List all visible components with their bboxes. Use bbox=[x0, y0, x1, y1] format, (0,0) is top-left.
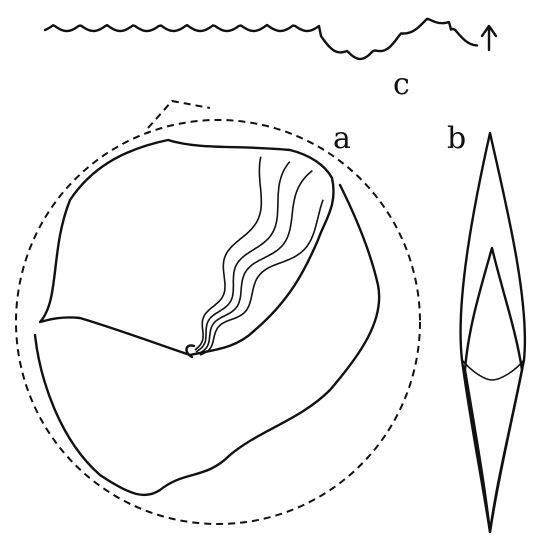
figure: c a b bbox=[0, 0, 534, 538]
arrow bbox=[482, 26, 496, 50]
spindle-lines bbox=[462, 360, 524, 380]
lower-fragment bbox=[35, 185, 379, 495]
inner-spindle bbox=[465, 248, 522, 532]
trace-c bbox=[45, 19, 477, 59]
wavy-line bbox=[45, 19, 477, 59]
upper-fragment bbox=[40, 140, 334, 355]
wavy-line bbox=[200, 200, 323, 355]
wavy-line bbox=[196, 162, 290, 352]
label-b: b bbox=[447, 121, 466, 156]
label-a: a bbox=[333, 121, 351, 156]
label-c: c bbox=[393, 67, 410, 102]
wavy-line bbox=[198, 171, 312, 354]
